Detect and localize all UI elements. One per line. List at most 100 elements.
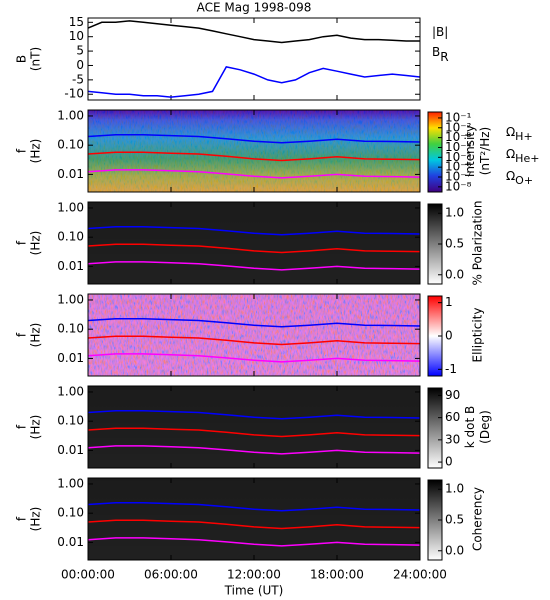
colorbar-tick-label: 10⁻² <box>445 120 472 134</box>
x-tick-label: 24:00:00 <box>393 568 447 582</box>
y-tick-label: -5 <box>72 72 84 86</box>
y-axis-label: f <box>15 424 29 429</box>
colorbar-tick-label: 10⁻⁵ <box>445 150 472 164</box>
legend-entry: ΩHe+ <box>506 147 539 166</box>
series-line <box>87 427 421 438</box>
y-tick-label: 15 <box>69 15 84 29</box>
series-line <box>87 537 421 547</box>
y-tick-label: 0 <box>76 58 84 72</box>
y-axis-label: (Hz) <box>29 323 43 348</box>
series-line <box>87 261 421 271</box>
y-axis-label: B <box>15 55 29 63</box>
colorbar-tick-label: 60 <box>445 410 460 424</box>
y-tick-label: 0.10 <box>57 506 84 520</box>
y-tick-label: 0.10 <box>57 414 84 428</box>
y-axis-label: (Hz) <box>29 507 43 532</box>
y-axis-label: f <box>15 148 29 153</box>
series-line <box>87 151 421 162</box>
series-line <box>87 20 420 44</box>
y-tick-label: -10 <box>64 87 84 101</box>
plot-frame <box>87 109 421 193</box>
colorbar-label: Ellipticity <box>471 308 485 363</box>
colorbar-tick-label: 0 <box>445 329 453 343</box>
series-line <box>87 66 421 98</box>
y-tick-label: 0.10 <box>57 138 84 152</box>
colorbar-tick-label: 0.0 <box>445 543 464 557</box>
y-tick-label: 0.10 <box>57 230 84 244</box>
plot-frame <box>87 477 421 561</box>
y-axis-label: f <box>15 516 29 521</box>
chart-title: ACE Mag 1998-098 <box>197 1 312 15</box>
colorbar-tick-label: 1.0 <box>445 206 464 220</box>
y-tick-label: 0.01 <box>57 535 84 549</box>
colorbar-tick-label: 0.5 <box>445 513 464 527</box>
series-line <box>87 501 421 512</box>
legend-entry: ΩH+ <box>506 125 533 144</box>
colorbar-tick-label: 30 <box>445 432 460 446</box>
series-line <box>87 243 421 254</box>
series-line <box>87 317 421 328</box>
y-tick-label: 1.00 <box>57 200 84 214</box>
series-line <box>87 519 421 530</box>
colorbar-label: k dot B <box>463 406 477 448</box>
y-tick-label: 0.01 <box>57 443 84 457</box>
colorbar-tick-label: 10⁻⁷ <box>445 170 472 184</box>
y-tick-label: 0.01 <box>57 167 84 181</box>
colorbar <box>427 387 443 469</box>
spectrogram-texture <box>88 478 420 560</box>
y-axis-label: (nT) <box>29 47 43 71</box>
colorbar-tick-label: 1 <box>445 295 453 309</box>
colorbar-tick-label: 0.5 <box>445 237 464 251</box>
plot-frame <box>87 201 421 285</box>
colorbar <box>427 111 443 193</box>
colorbar-label: (nT²/Hz) <box>478 127 492 175</box>
legend-entry: ΩO+ <box>506 169 533 188</box>
series-line <box>87 225 421 236</box>
y-axis-label: (Hz) <box>29 231 43 256</box>
legend-entry: BR <box>432 45 449 64</box>
y-tick-label: 0.01 <box>57 259 84 273</box>
colorbar-label: % Polarization <box>471 201 485 286</box>
colorbar-tick-label: 10⁻⁴ <box>445 140 472 154</box>
colorbar-label: (Deg) <box>478 410 492 444</box>
spectrogram-texture <box>88 202 420 284</box>
colorbar-tick-label: 0 <box>445 455 453 469</box>
spectrogram-texture <box>88 110 420 192</box>
y-axis-label: (Hz) <box>29 415 43 440</box>
x-tick-label: 12:00:00 <box>227 568 281 582</box>
x-tick-label: 18:00:00 <box>310 568 364 582</box>
colorbar-tick-label: 10⁻⁸ <box>445 179 472 193</box>
x-tick-label: 06:00:00 <box>144 568 198 582</box>
series-line <box>87 335 421 346</box>
colorbar-tick-label: 10⁻¹ <box>445 110 472 124</box>
series-line <box>87 409 421 420</box>
y-axis-label: f <box>15 240 29 245</box>
y-tick-label: 5 <box>76 44 84 58</box>
series-line <box>87 353 421 363</box>
spectrogram-texture <box>88 294 420 376</box>
colorbar-tick-label: 10⁻⁶ <box>445 160 472 174</box>
y-tick-label: 0.10 <box>57 322 84 336</box>
colorbar-tick-label: 10⁻³ <box>445 130 472 144</box>
colorbar-tick-label: 1.0 <box>445 482 464 496</box>
series-line <box>87 169 421 179</box>
x-axis-label: Time (UT) <box>224 584 284 598</box>
y-tick-label: 0.01 <box>57 351 84 365</box>
spectrogram-texture <box>88 386 420 468</box>
series-line <box>87 133 421 144</box>
colorbar-tick-label: 90 <box>445 388 460 402</box>
plot-frame <box>87 17 421 101</box>
y-tick-label: 1.00 <box>57 384 84 398</box>
plot-frame <box>87 293 421 377</box>
y-axis-label: (Hz) <box>29 139 43 164</box>
legend-entry: |B| <box>432 25 448 39</box>
plot-frame <box>87 385 421 469</box>
colorbar-tick-label: -1 <box>445 362 457 376</box>
y-tick-label: 1.00 <box>57 476 84 490</box>
series-line <box>87 445 421 455</box>
y-tick-label: 1.00 <box>57 108 84 122</box>
y-tick-label: 1.00 <box>57 292 84 306</box>
colorbar-label: Intensity <box>463 125 477 177</box>
colorbar-label: Coherency <box>471 487 485 551</box>
